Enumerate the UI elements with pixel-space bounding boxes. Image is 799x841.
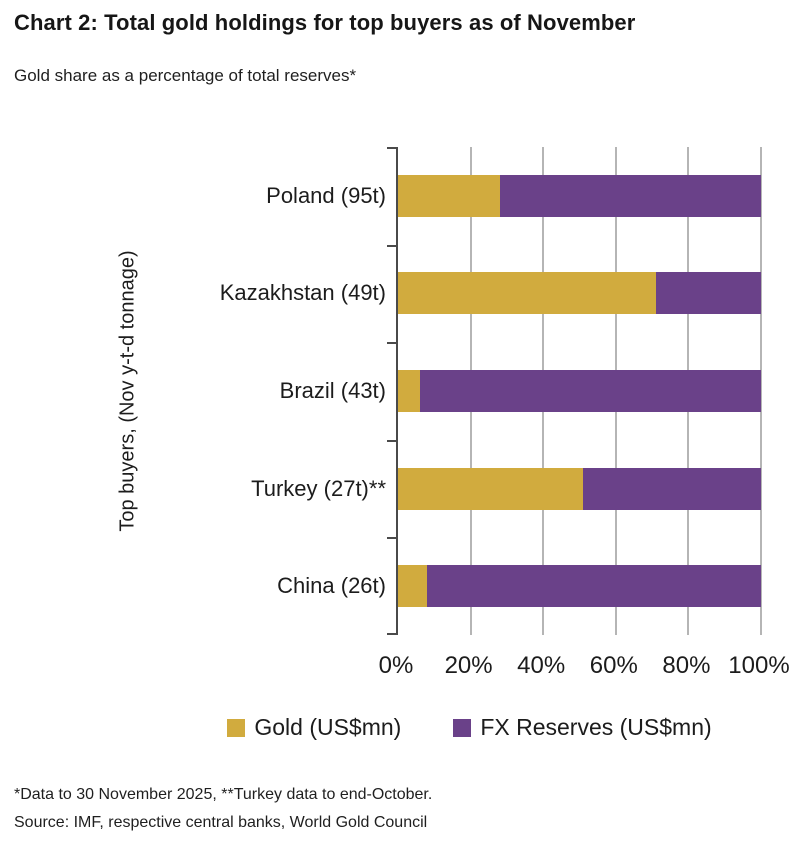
- category-label: Poland (95t): [266, 182, 386, 208]
- footnote-data-note: *Data to 30 November 2025, **Turkey data…: [14, 786, 433, 803]
- bar-segment-gold: [398, 174, 500, 217]
- legend-item: Gold (US$mn): [227, 714, 401, 741]
- y-axis-label: Top buyers, (Nov y-t-d tonnage): [116, 250, 139, 532]
- bar-segment-fx: [499, 174, 761, 217]
- category-label: Turkey (27t)**: [251, 475, 386, 501]
- y-axis-tick: [387, 244, 396, 247]
- category-label: Brazil (43t): [279, 378, 386, 403]
- x-tick-label: 20%: [444, 652, 493, 679]
- legend-item: FX Reserves (US$mn): [453, 714, 712, 741]
- bar-segment-gold: [398, 467, 584, 510]
- bar-row: [398, 174, 761, 217]
- legend-label: Gold (US$mn): [254, 714, 402, 740]
- bar-segment-gold: [398, 565, 428, 608]
- legend: Gold (US$mn) FX Reserves (US$mn): [140, 714, 799, 741]
- bar-segment-gold: [398, 370, 420, 412]
- category-label: China (26t): [277, 573, 386, 599]
- bar-segment-gold: [398, 272, 656, 315]
- x-axis-tick-labels: 0% 20% 40% 60% 80% 100%: [379, 652, 790, 682]
- y-axis-tick: [387, 633, 396, 635]
- x-tick-label: 80%: [662, 652, 711, 679]
- bar-row: [398, 272, 761, 315]
- chart-subtitle: Gold share as a percentage of total rese…: [14, 66, 357, 85]
- chart-title: Chart 2: Total gold holdings for top buy…: [14, 10, 636, 35]
- x-tick-label: 40%: [517, 652, 566, 679]
- bar-row: [398, 370, 761, 412]
- legend-swatch-icon: [227, 718, 246, 737]
- x-tick-label: 0%: [378, 652, 414, 679]
- bar-row: [398, 467, 761, 510]
- category-label: Kazakhstan (49t): [219, 280, 386, 306]
- x-tick-label: 100%: [728, 652, 790, 679]
- y-axis-tick: [387, 342, 396, 345]
- y-axis-tick: [387, 537, 396, 540]
- x-tick-label: 60%: [589, 652, 638, 679]
- plot-area: Poland (95t) Kazakhstan (49t) Brazil (43t)…: [220, 147, 762, 635]
- bar-segment-fx: [655, 272, 761, 315]
- bar-segment-fx: [427, 565, 761, 608]
- gridline-100: [760, 147, 762, 635]
- legend-swatch-icon: [453, 718, 472, 737]
- bar-segment-fx: [419, 370, 761, 412]
- legend-label: FX Reserves (US$mn): [480, 714, 712, 740]
- y-axis-tick: [387, 439, 396, 442]
- y-axis-tick: [387, 147, 396, 149]
- footnote-source: Source: IMF, respective central banks, W…: [14, 814, 428, 831]
- bar-row: [398, 565, 761, 608]
- bar-segment-fx: [583, 467, 761, 510]
